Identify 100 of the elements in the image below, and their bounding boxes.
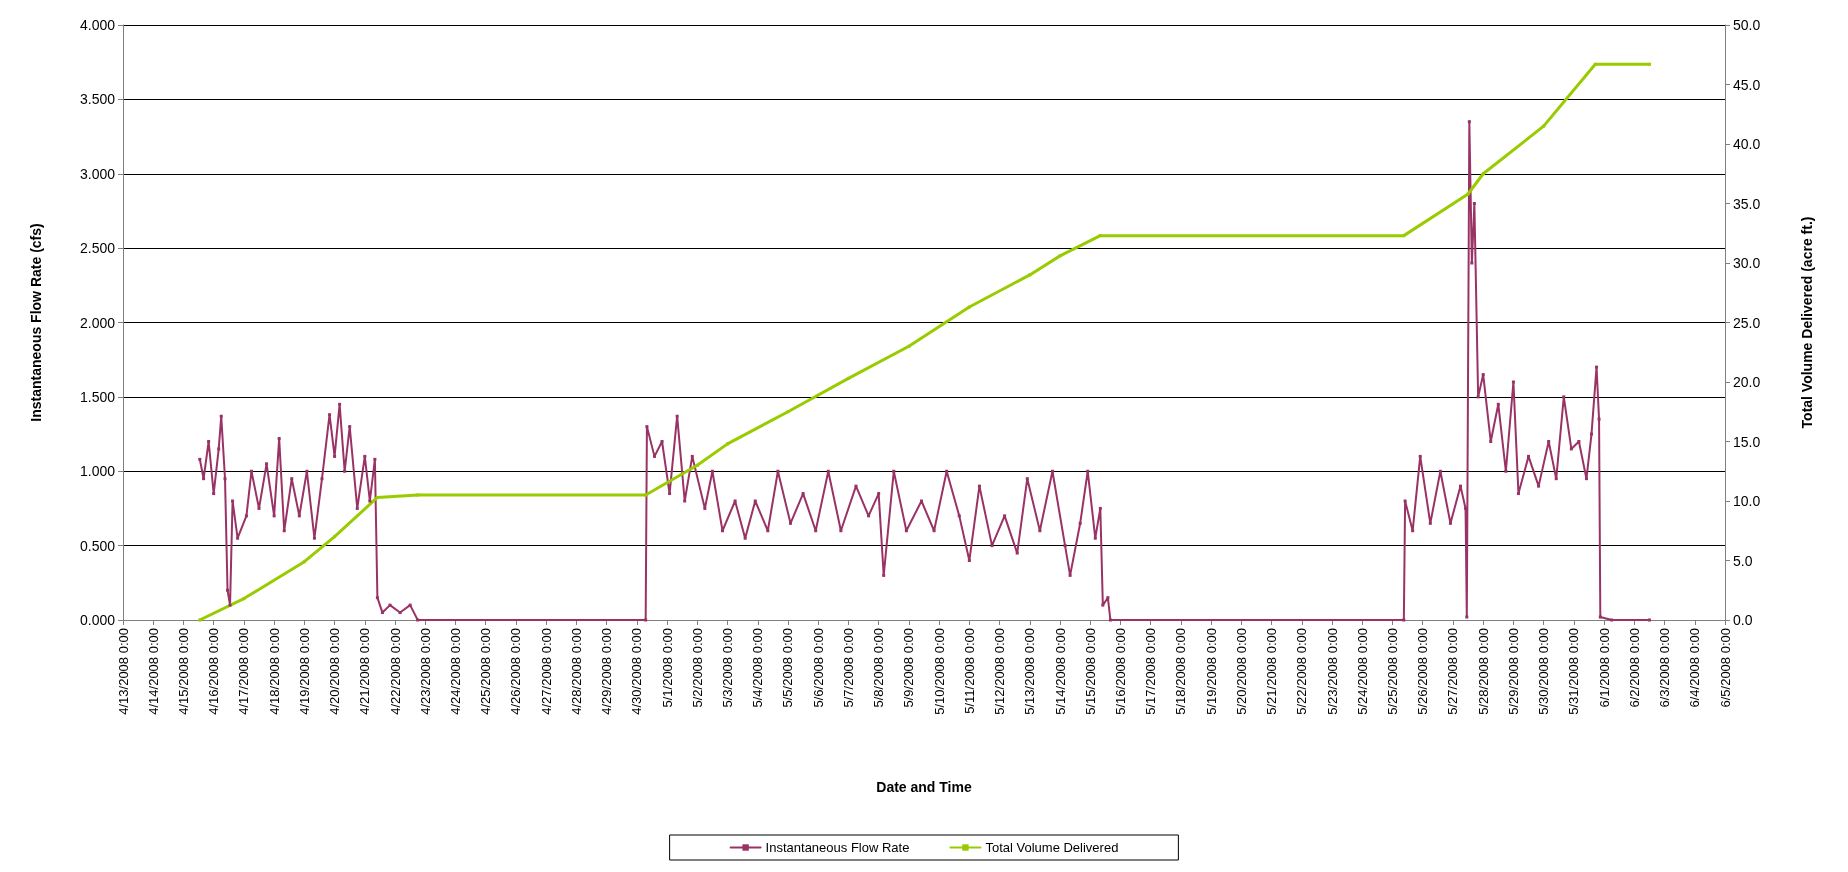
y2-axis-title: Total Volume Delivered (acre ft.) (1799, 216, 1815, 429)
y-axis-title: Instantaneous Flow Rate (cfs) (28, 223, 44, 422)
x-tick-label: 4/17/2008 0:00 (236, 628, 252, 715)
x-tick-label: 4/27/2008 0:00 (538, 628, 554, 715)
x-tick-label: 5/3/2008 0:00 (720, 628, 736, 708)
y2-tick-label: 5.0 (1733, 552, 1753, 569)
point (198, 618, 202, 622)
x-tick-label: 5/26/2008 0:00 (1415, 628, 1431, 715)
point (967, 305, 971, 309)
y2-tick-label: 30.0 (1733, 255, 1761, 271)
x-tick-label: 5/4/2008 0:00 (750, 628, 766, 708)
x-tick-label: 4/29/2008 0:00 (599, 628, 615, 715)
x-tick-label: 4/24/2008 0:00 (447, 628, 463, 715)
x-tick-label: 5/10/2008 0:00 (931, 628, 947, 715)
x-tick-label: 5/2/2008 0:00 (689, 628, 705, 708)
y2-tick-label: 35.0 (1733, 195, 1761, 212)
point (786, 410, 790, 414)
x-tick-label: 5/21/2008 0:00 (1264, 628, 1280, 715)
y-tick-label: 3.500 (79, 91, 116, 108)
x-tick-label: 5/5/2008 0:00 (780, 628, 796, 708)
x-tick-label: 5/17/2008 0:00 (1143, 628, 1159, 715)
x-tick-label: 6/3/2008 0:00 (1657, 628, 1673, 708)
x-tick-label: 4/21/2008 0:00 (357, 628, 373, 715)
point (644, 493, 648, 497)
x-tick-label: 5/24/2008 0:00 (1354, 628, 1370, 715)
point (907, 344, 911, 348)
x-tick-label: 5/6/2008 0:00 (810, 628, 826, 708)
x-tick-label: 4/16/2008 0:00 (206, 628, 222, 715)
x-tick-label: 5/7/2008 0:00 (840, 628, 856, 708)
x-tick-label: 5/11/2008 0:00 (961, 628, 977, 714)
x-tick-label: 6/1/2008 0:00 (1596, 628, 1612, 708)
x-tick-label: 5/25/2008 0:00 (1385, 628, 1401, 715)
x-tick-label: 5/28/2008 0:00 (1475, 628, 1491, 715)
x-tick-label: 5/20/2008 0:00 (1233, 628, 1249, 715)
x-tick-label: 5/14/2008 0:00 (1052, 628, 1068, 715)
y2-tick-label: 10.0 (1733, 493, 1761, 509)
legend-label: Instantaneous Flow Rate (765, 840, 910, 855)
point (242, 597, 246, 601)
x-tick-label: 4/30/2008 0:00 (629, 628, 645, 715)
x-tick-label: 5/13/2008 0:00 (1022, 628, 1038, 715)
x-tick-label: 4/22/2008 0:00 (387, 628, 403, 715)
x-axis-title: Date and Time (876, 779, 972, 795)
y2-tick-label: 45.0 (1733, 76, 1761, 93)
y2-tick-label: 0.0 (1733, 612, 1753, 628)
x-tick-label: 5/27/2008 0:00 (1445, 628, 1461, 715)
x-tick-label: 5/18/2008 0:00 (1173, 628, 1189, 715)
point (1402, 234, 1406, 238)
x-tick-label: 4/25/2008 0:00 (478, 628, 494, 715)
x-tick-label: 4/15/2008 0:00 (175, 628, 191, 715)
y2-tick-label: 50.0 (1733, 17, 1761, 33)
x-tick-label: 5/19/2008 0:00 (1203, 628, 1219, 715)
x-tick-label: 4/20/2008 0:00 (327, 628, 343, 715)
point (375, 495, 379, 499)
y-tick-label: 1.500 (79, 388, 116, 405)
point (1593, 62, 1597, 66)
point (1028, 273, 1032, 277)
y-tick-label: 2.000 (79, 314, 116, 331)
x-tick-label: 5/29/2008 0:00 (1505, 628, 1521, 715)
y2-tick-label: 25.0 (1733, 314, 1761, 331)
x-tick-label: 6/4/2008 0:00 (1687, 628, 1703, 708)
point (1466, 192, 1470, 196)
y2-tick-label: 15.0 (1733, 433, 1761, 450)
x-tick-label: 5/9/2008 0:00 (901, 628, 917, 708)
x-tick-label: 5/16/2008 0:00 (1112, 628, 1128, 715)
y-tick-label: 0.500 (79, 537, 116, 554)
y-tick-label: 3.000 (79, 165, 116, 182)
x-tick-label: 5/12/2008 0:00 (992, 628, 1008, 715)
point (1481, 172, 1485, 176)
x-tick-label: 5/15/2008 0:00 (1082, 628, 1098, 715)
x-tick-label: 4/23/2008 0:00 (417, 628, 433, 715)
x-tick-label: 5/23/2008 0:00 (1324, 628, 1340, 715)
x-tick-label: 4/13/2008 0:00 (115, 628, 131, 715)
point (1058, 254, 1062, 258)
y-tick-label: 0.000 (79, 612, 116, 628)
x-tick-label: 4/28/2008 0:00 (568, 628, 584, 715)
x-tick-label: 4/19/2008 0:00 (296, 628, 312, 715)
x-tick-label: 4/14/2008 0:00 (145, 628, 161, 715)
x-tick-label: 6/2/2008 0:00 (1626, 628, 1642, 708)
y2-tick-label: 20.0 (1733, 374, 1761, 390)
x-tick-label: 5/1/2008 0:00 (659, 628, 675, 708)
x-tick-label: 5/30/2008 0:00 (1536, 628, 1552, 715)
y-tick-label: 2.500 (79, 240, 116, 257)
point (695, 463, 699, 467)
legend-label: Total Volume Delivered (985, 840, 1119, 855)
x-tick-label: 4/26/2008 0:00 (508, 628, 524, 715)
x-tick-label: 5/22/2008 0:00 (1294, 628, 1310, 715)
y-tick-label: 4.000 (79, 17, 116, 33)
point (726, 442, 730, 446)
x-tick-label: 4/18/2008 0:00 (266, 628, 282, 715)
point (416, 493, 420, 497)
y-tick-label: 1.000 (79, 463, 116, 480)
x-tick-label: 5/8/2008 0:00 (871, 628, 887, 708)
x-tick-label: 5/31/2008 0:00 (1566, 628, 1582, 715)
point (846, 376, 850, 380)
point (1647, 62, 1651, 66)
point (333, 535, 337, 539)
point (1098, 234, 1102, 238)
y2-tick-label: 40.0 (1733, 136, 1761, 152)
x-tick-label: 6/5/2008 0:00 (1717, 628, 1733, 708)
point (1542, 124, 1546, 128)
